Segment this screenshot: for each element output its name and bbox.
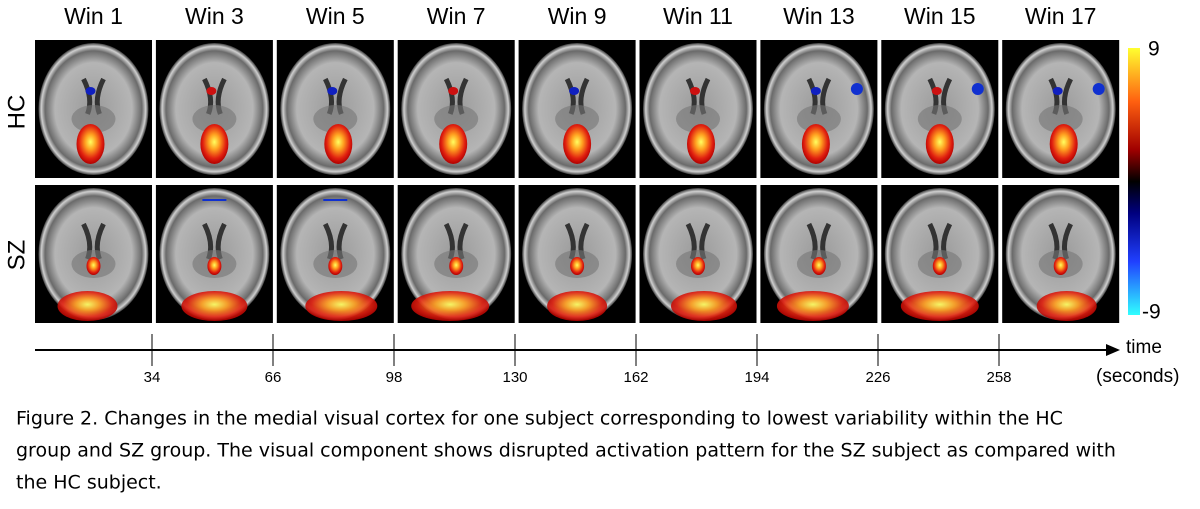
axis-unit: (seconds) [1096,366,1179,387]
activation [932,257,947,275]
colorbar-min: -9 [1142,301,1161,324]
axis-arrow [1106,344,1120,356]
activation [327,87,338,95]
activation [448,87,459,95]
tick-label: 98 [386,369,403,386]
activation [449,257,464,275]
row-label: HC [3,95,30,130]
caption-line: Figure 2. Changes in the medial visual c… [16,408,1063,430]
column-title: Win 3 [185,3,244,29]
activation [931,87,942,95]
activation [850,83,863,95]
tick-label: 258 [986,369,1011,386]
activation [1092,83,1105,95]
column-title: Win 7 [427,3,486,29]
activation [570,257,585,275]
thalamus [555,105,600,133]
tick-label: 34 [144,369,161,386]
activation [1049,124,1078,164]
activation [801,124,830,164]
column-title: Win 5 [306,3,365,29]
activation [811,257,826,275]
activation [181,291,248,321]
activation [200,124,229,164]
activation [1036,291,1097,321]
activation [547,291,608,321]
axis-label: time [1126,337,1162,358]
column-title: Win 9 [548,3,607,29]
activation [1052,87,1063,95]
thalamus [917,105,962,133]
caption-line: the HC subject. [16,472,162,494]
column-title: Win 15 [904,3,976,29]
activation [324,124,353,164]
thalamus [313,105,358,133]
column-title: Win 11 [663,3,733,29]
colorbar-max: 9 [1148,38,1160,61]
tick-label: 66 [265,369,282,386]
thalamus [796,105,841,133]
thalamus [192,105,237,133]
activation [810,87,821,95]
thalamus [71,105,116,133]
caption-line: group and SZ group. The visual component… [16,440,1116,462]
activation [776,291,849,321]
activation [569,87,580,95]
activation [86,257,101,275]
thalamus [676,105,720,133]
colorbar [1128,48,1140,315]
activation [671,291,737,321]
tick-label: 162 [623,369,648,386]
activation [85,87,96,95]
panel-grid [35,40,1120,323]
thalamus [434,105,479,133]
thalamus [1038,105,1083,133]
activation [691,257,705,275]
activation [971,83,984,95]
activation [439,124,468,164]
activation [411,291,490,321]
activation [687,124,715,164]
activation [206,87,217,95]
row-label: SZ [3,240,30,271]
activation [563,124,592,164]
column-title: Win 13 [783,3,855,29]
column-title: Win 17 [1025,3,1097,29]
activation [207,257,222,275]
activation [328,257,343,275]
activation [1053,257,1068,275]
column-title: Win 1 [64,3,123,29]
activation [900,291,979,321]
activation [925,124,954,164]
activation [690,87,700,95]
activation [76,124,105,164]
tick-label: 226 [865,369,890,386]
tick-label: 130 [502,369,527,386]
activation [305,291,378,321]
tick-label: 194 [744,369,769,386]
activation [57,291,118,321]
